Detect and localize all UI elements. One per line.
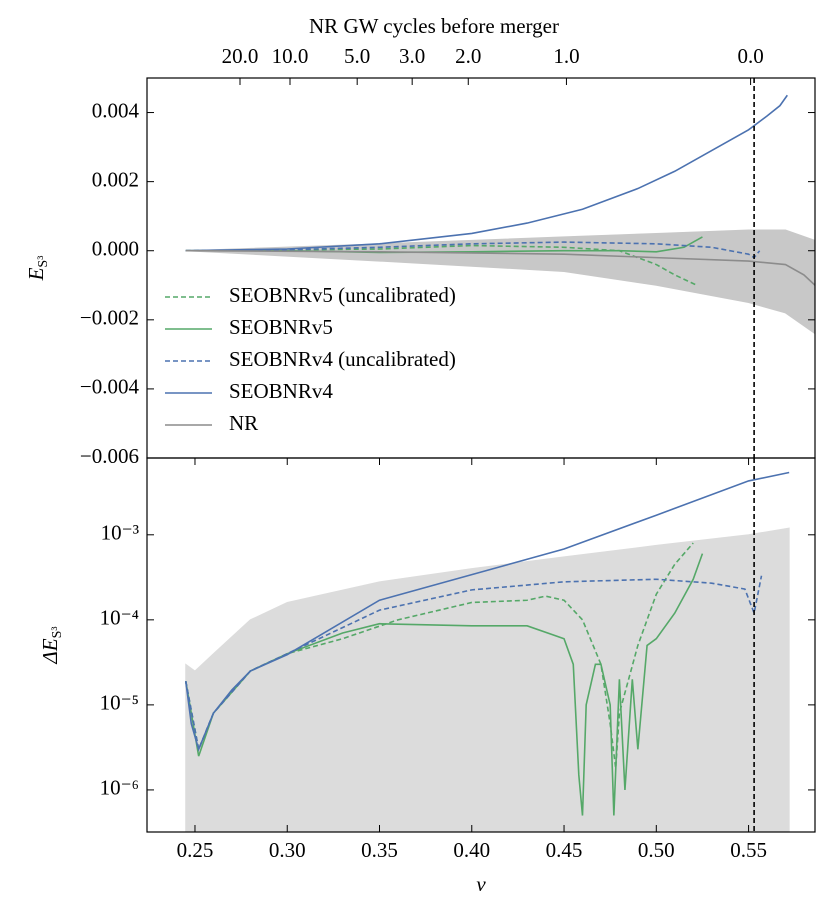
- top-tick-label: 2.0: [455, 44, 481, 68]
- legend-label: SEOBNRv5 (uncalibrated): [229, 283, 456, 307]
- x-tick-label: 0.45: [546, 838, 583, 862]
- x-tick-label: 0.55: [730, 838, 767, 862]
- plot-area: [185, 94, 815, 335]
- x-tick-label: 0.50: [638, 838, 675, 862]
- x-tick-label: 0.40: [453, 838, 490, 862]
- top-tick-label: 3.0: [399, 44, 425, 68]
- y-tick-label: −0.004: [80, 375, 140, 399]
- series-line: [185, 94, 788, 252]
- y-label-main: ΔE: [38, 638, 62, 664]
- x-tick-label: 0.35: [361, 838, 398, 862]
- y-tick-label: 10⁻⁴: [100, 606, 139, 630]
- legend-label: SEOBNRv4 (uncalibrated): [229, 347, 456, 371]
- series-line: [184, 553, 704, 816]
- top-tick-label: 20.0: [222, 44, 259, 68]
- y-tick-label: 10⁻⁶: [100, 776, 139, 800]
- series-line: [185, 244, 698, 286]
- x-axis-label: v: [476, 872, 486, 896]
- y-tick-label: −0.006: [80, 444, 139, 468]
- series-line: [185, 241, 761, 259]
- y-tick-label: 10⁻⁵: [100, 691, 139, 715]
- y-axis-label: ΔES³: [38, 626, 65, 664]
- top-tick-label: 0.0: [737, 44, 763, 68]
- y-label-main: E: [24, 267, 48, 281]
- y-axis-label: ES³: [24, 256, 51, 282]
- x-tick-label: 0.30: [269, 838, 306, 862]
- top-axis-label: NR GW cycles before merger: [309, 14, 559, 38]
- y-label-sub: S³: [36, 256, 51, 268]
- y-tick-label: 0.002: [92, 167, 139, 191]
- plot-area: [184, 471, 790, 832]
- series-line: [184, 471, 790, 752]
- y-tick-label: 0.004: [92, 98, 140, 122]
- legend-label: NR: [229, 411, 258, 435]
- legend-label: SEOBNRv4: [229, 379, 333, 403]
- top-tick-label: 1.0: [553, 44, 579, 68]
- error-band: [185, 527, 790, 832]
- top-tick-label: 10.0: [272, 44, 309, 68]
- y-tick-label: −0.002: [80, 306, 139, 330]
- frame: [146, 457, 816, 833]
- y-label-sub: S³: [50, 626, 65, 638]
- top-tick-label: 5.0: [344, 44, 370, 68]
- x-tick-label: 0.25: [177, 838, 214, 862]
- series-line: [185, 249, 815, 286]
- error-band: [185, 229, 815, 335]
- y-tick-label: 0.000: [92, 237, 139, 261]
- legend-label: SEOBNRv5: [229, 315, 333, 339]
- y-tick-label: 10⁻³: [101, 521, 139, 545]
